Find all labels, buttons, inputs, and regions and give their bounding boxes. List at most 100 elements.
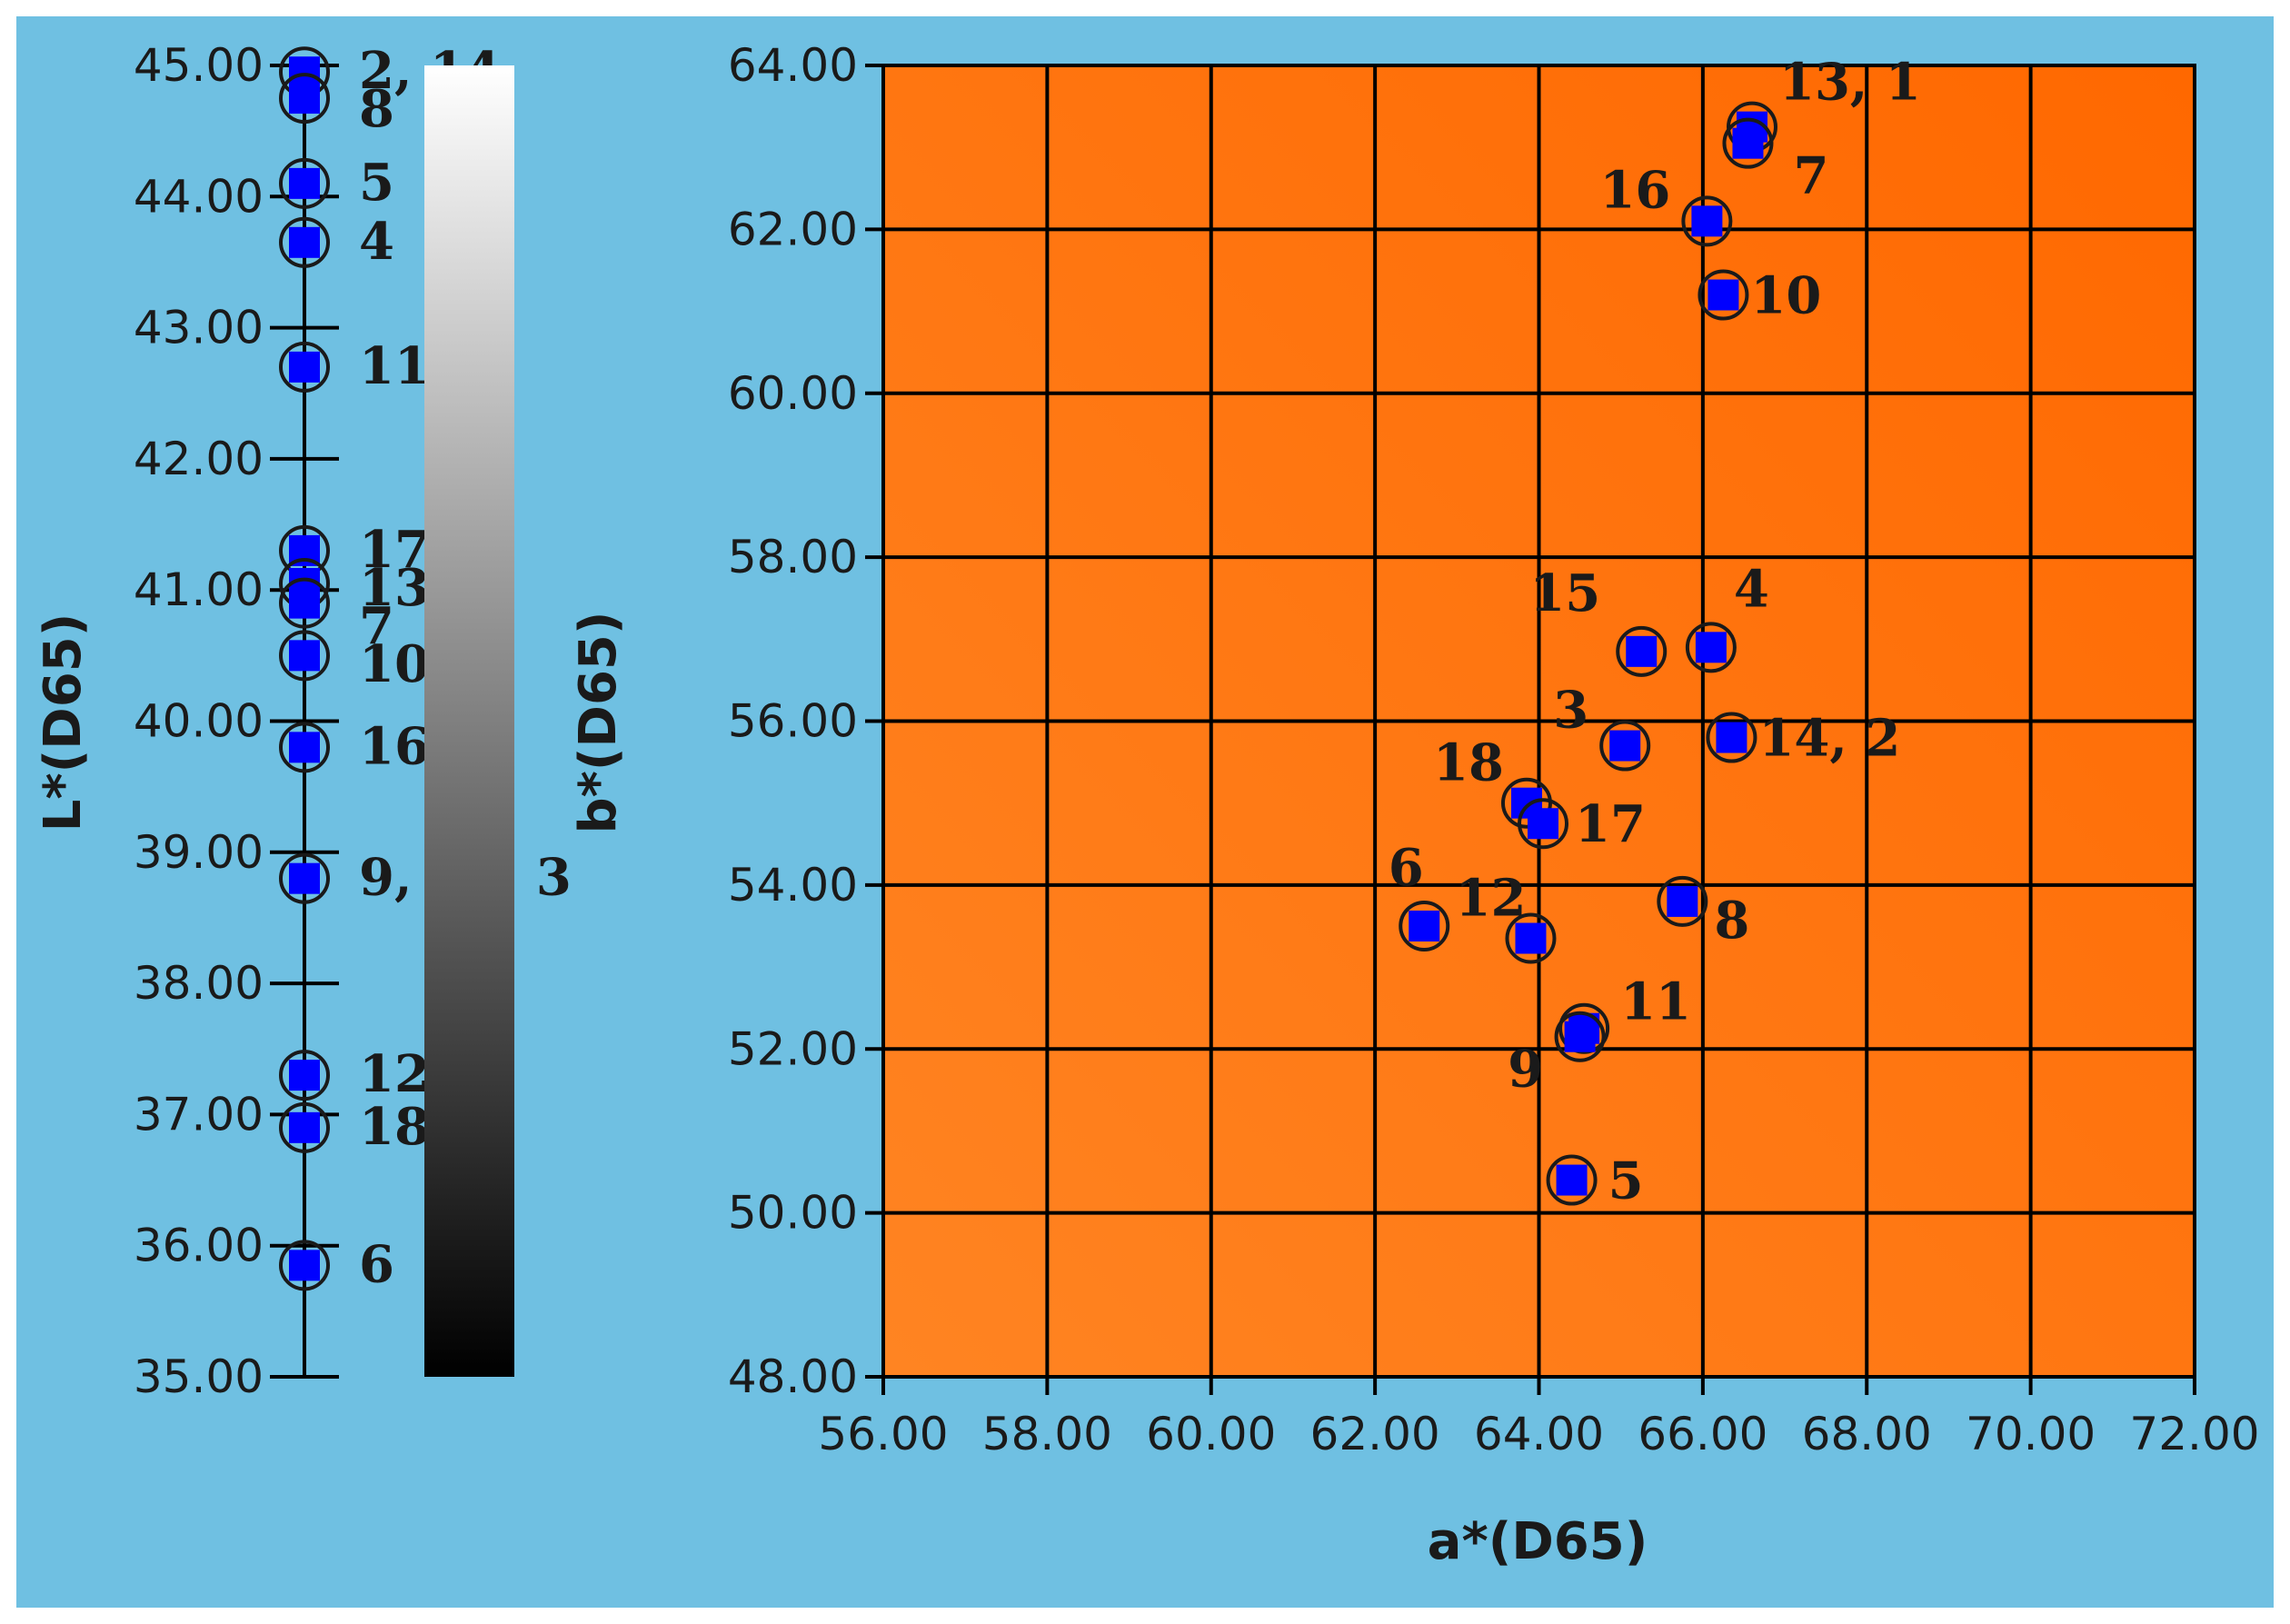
- ab-scatter-plot: b*(D65) a*(D65) 56.00 58.00 60.00 62.00 64.0…: [569, 39, 2260, 1571]
- lightness-point: 7: [279, 577, 394, 656]
- point-marker: [289, 351, 320, 383]
- point-ring: [279, 722, 330, 773]
- point-marker: [289, 862, 320, 894]
- lightness-tick-label: 43.00: [134, 302, 264, 354]
- ab-point-label: 6: [1389, 838, 1424, 898]
- ab-point-label: 7: [1793, 146, 1828, 206]
- ab-point: 15: [1529, 563, 1668, 677]
- lightness-point-label: 16: [359, 716, 430, 776]
- lightness-point-label: 18: [359, 1097, 430, 1157]
- a-axis-title: a*(D65): [1428, 1512, 1648, 1571]
- lightness-point: 18: [279, 1097, 430, 1157]
- point-ring: [1599, 720, 1651, 772]
- x-tick-label: 66.00: [1638, 1408, 1767, 1460]
- x-tick-label: 64.00: [1474, 1408, 1604, 1460]
- ab-point: 3: [1553, 681, 1651, 772]
- point-ring: [1685, 622, 1737, 673]
- lightness-point-label: 6: [359, 1234, 394, 1294]
- point-marker: [289, 56, 320, 88]
- point-marker: [289, 732, 320, 763]
- point-ring: [279, 1101, 330, 1153]
- point-ring: [279, 341, 330, 393]
- point-marker: [1515, 922, 1547, 954]
- ab-point: 6: [1389, 838, 1450, 951]
- x-tick-label: 70.00: [1966, 1408, 2096, 1460]
- lightness-tick-label: 45.00: [134, 39, 264, 92]
- ab-point: 10: [1698, 266, 1821, 326]
- lightness-point: 8: [279, 73, 394, 139]
- lightness-point-label: 17: [359, 520, 430, 580]
- ab-point-label: 13, 1: [1779, 53, 1921, 113]
- point-marker: [289, 226, 320, 258]
- ab-point-label: 14, 2: [1758, 709, 1900, 769]
- point-marker: [1708, 279, 1739, 311]
- point-marker: [1691, 205, 1723, 237]
- point-ring: [279, 1240, 330, 1291]
- ab-point-label: 8: [1714, 891, 1749, 951]
- lightness-tick-label: 38.00: [134, 957, 264, 1010]
- ab-point-label: 16: [1599, 160, 1670, 220]
- y-tick-label: 54.00: [728, 859, 858, 912]
- x-tick-label: 58.00: [982, 1408, 1112, 1460]
- lightness-point-label: 12: [359, 1044, 430, 1104]
- point-marker: [1528, 808, 1559, 840]
- lightness-tick-label: 42.00: [134, 433, 264, 485]
- point-ring: [1698, 269, 1749, 321]
- grid: [865, 64, 2196, 1395]
- lightness-point: 5: [279, 153, 394, 213]
- lightness-point-label: 4: [359, 212, 394, 272]
- lightness-point: 11: [279, 336, 430, 396]
- point-marker: [1626, 635, 1658, 667]
- lightness-point: 10: [279, 630, 430, 694]
- ab-points: 13, 1 7 16 10 15 4 3 14, 2 18 17 8 6 12 11 9 5: [1389, 53, 1921, 1211]
- point-ring: [1399, 900, 1450, 951]
- point-marker: [1556, 1164, 1588, 1196]
- ab-point-label: 3: [1553, 681, 1588, 741]
- point-marker: [1716, 722, 1747, 753]
- point-ring: [1681, 195, 1733, 247]
- x-tick-label: 56.00: [818, 1408, 948, 1460]
- lightness-point-label: 5: [359, 153, 394, 213]
- point-ring: [1500, 777, 1552, 829]
- point-ring: [279, 157, 330, 209]
- y-tick-label: 48.00: [728, 1350, 858, 1403]
- lightness-strip-chart: L*(D65) 35.0036.0037.0038.0039.0040.0041…: [34, 39, 572, 1403]
- point-ring: [1554, 1011, 1606, 1062]
- ab-ticks: 56.00 58.00 60.00 62.00 64.00 66.00 68.00 70.00…: [728, 39, 2260, 1460]
- ab-point: 7: [1722, 117, 1828, 206]
- ab-point-label: 17: [1575, 794, 1646, 854]
- ab-point: 18: [1433, 733, 1552, 829]
- lightness-point-label: 11: [359, 336, 430, 396]
- b-axis-title: b*(D65): [569, 612, 628, 834]
- ab-point: 13, 1: [1726, 53, 1921, 153]
- lightness-tick-label: 44.00: [134, 170, 264, 223]
- point-ring: [1616, 625, 1668, 677]
- point-marker: [289, 640, 320, 672]
- x-tick-label: 62.00: [1310, 1408, 1440, 1460]
- lightness-tick-label: 40.00: [134, 695, 264, 748]
- ab-point: 5: [1546, 1151, 1644, 1211]
- lightness-point: 12: [279, 1044, 430, 1104]
- point-marker: [289, 1111, 320, 1143]
- point-ring: [279, 852, 330, 904]
- point-ring: [1722, 117, 1774, 169]
- y-tick-label: 58.00: [728, 531, 858, 583]
- ab-point: 9: [1508, 1011, 1606, 1100]
- x-tick-label: 68.00: [1802, 1408, 1932, 1460]
- lightness-tick-label: 36.00: [134, 1220, 264, 1272]
- ab-point-label: 4: [1734, 559, 1769, 619]
- ab-point-label: 5: [1608, 1151, 1644, 1211]
- point-marker: [1609, 730, 1641, 762]
- ab-point-label: 15: [1529, 563, 1600, 623]
- point-ring: [279, 73, 330, 125]
- point-ring: [279, 577, 330, 629]
- point-marker: [1667, 885, 1698, 917]
- ab-point-label: 9: [1508, 1040, 1543, 1100]
- ab-point: 8: [1657, 875, 1749, 951]
- point-marker: [1409, 910, 1440, 942]
- lightness-tick-label: 39.00: [134, 826, 264, 879]
- lightness-axis: 35.00 36.00 37.00 38.00 39.00 40.00 41.00 42.00…: [134, 39, 339, 1403]
- ab-point: 14, 2: [1706, 709, 1900, 769]
- point-ring: [279, 1050, 330, 1101]
